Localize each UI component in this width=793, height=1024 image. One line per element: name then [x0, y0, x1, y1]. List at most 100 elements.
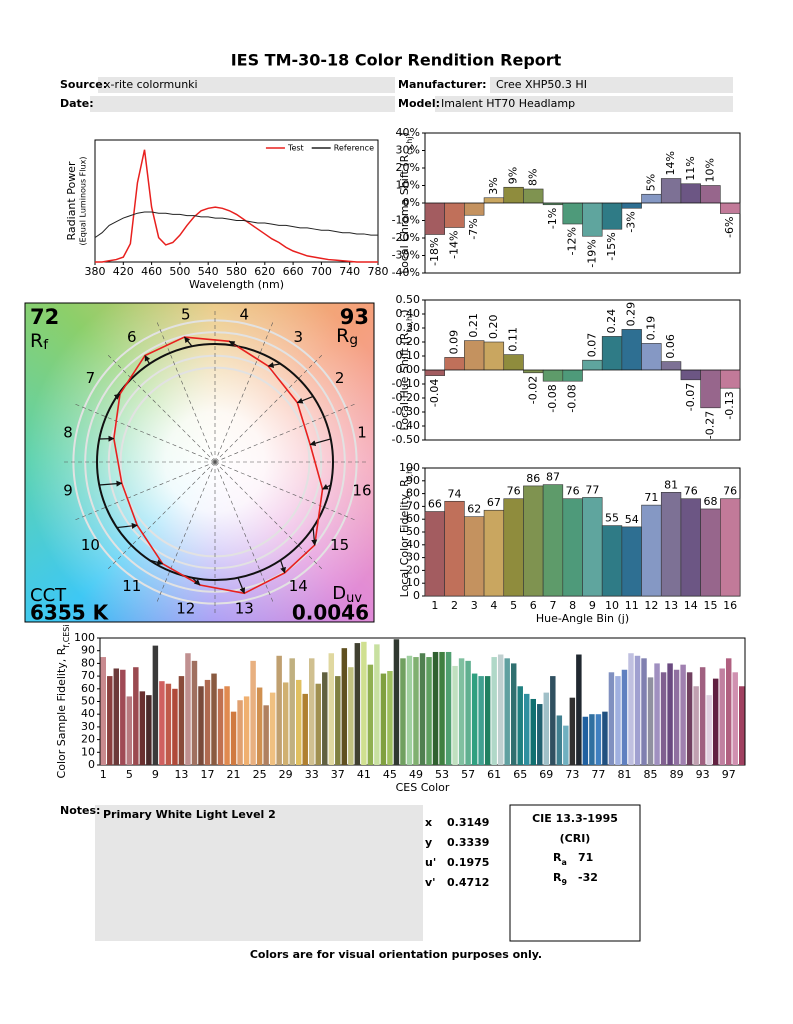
- bar: [322, 672, 328, 765]
- report-title: IES TM-30-18 Color Rendition Report: [231, 51, 562, 70]
- y-axis-label: Local Color Fidelity, Rf,hj: [398, 467, 414, 598]
- y-tick-label: 30%: [396, 144, 420, 157]
- bar: [464, 340, 485, 371]
- x-tick-label: 500: [169, 265, 190, 278]
- bar: [211, 673, 217, 765]
- cri-metric-label: Ra: [553, 851, 567, 867]
- y-tick-label: 0.50: [396, 293, 421, 306]
- bar: [139, 691, 146, 765]
- data-label: -14%: [448, 231, 461, 259]
- series-line: [94, 211, 378, 239]
- bar: [739, 686, 745, 765]
- data-label: 71: [644, 491, 658, 504]
- x-tick-label: 41: [357, 768, 371, 781]
- y-tick-label: 0%: [403, 196, 420, 209]
- bar: [582, 202, 603, 237]
- shift-arrow: [144, 354, 151, 365]
- data-label: -0.27: [703, 411, 716, 439]
- bar: [309, 658, 315, 765]
- x-tick-label: 4: [490, 599, 497, 612]
- y-axis-label-part: ): [398, 309, 411, 313]
- data-label: 76: [684, 485, 698, 498]
- rf-label: Rf: [30, 330, 49, 354]
- bar: [483, 341, 505, 371]
- chromaticity-label: y: [425, 836, 432, 849]
- bar: [680, 183, 701, 204]
- shift-arrow: [113, 393, 121, 400]
- x-tick-label: 540: [198, 265, 219, 278]
- cri-metric-label-part: a: [561, 858, 566, 867]
- x-tick-label: 16: [723, 599, 737, 612]
- bin-divider: [106, 353, 216, 463]
- y-tick-label: 90: [81, 644, 95, 657]
- bar: [562, 369, 583, 382]
- bar: [478, 676, 484, 765]
- bin-label: 16: [352, 482, 371, 500]
- bar: [700, 185, 721, 204]
- bar: [217, 688, 224, 765]
- data-label: -12%: [566, 227, 579, 255]
- cct-label: CCT: [30, 585, 67, 606]
- x-tick-label: 7: [549, 599, 556, 612]
- x-tick-label: 380: [85, 265, 106, 278]
- data-label: 68: [703, 495, 717, 508]
- chromaticity-label: u': [425, 856, 436, 869]
- y-tick-label: 0.30: [396, 321, 421, 334]
- bar: [582, 716, 589, 765]
- y-tick-label: 30: [406, 551, 420, 564]
- rf-label-part: R: [30, 330, 43, 352]
- data-label: -0.07: [684, 383, 697, 411]
- bar: [524, 693, 530, 765]
- y-tick-label: 80: [406, 487, 420, 500]
- y-tick-label: 20: [81, 733, 95, 746]
- bar: [621, 669, 628, 765]
- x-tick-label: 740: [339, 265, 360, 278]
- bin-label: 3: [293, 328, 303, 346]
- x-tick-label: 93: [696, 768, 710, 781]
- bin-divider: [73, 461, 216, 521]
- field-box: [490, 77, 733, 93]
- legend-label: Reference: [334, 144, 374, 153]
- bar: [491, 657, 497, 765]
- x-tick-label: 6: [530, 599, 537, 612]
- bar: [424, 202, 445, 235]
- duv-label-part: D: [332, 583, 346, 604]
- bar: [464, 202, 485, 216]
- data-label: 3%: [487, 177, 500, 194]
- data-label: 14%: [664, 151, 677, 175]
- bar: [146, 695, 152, 765]
- bar: [250, 660, 256, 765]
- shift-arrow: [309, 438, 331, 447]
- bin-divider: [214, 320, 274, 463]
- y-tick-label: 60: [81, 682, 95, 695]
- bar: [562, 202, 583, 225]
- x-tick-label: 81: [617, 768, 631, 781]
- notes-box: [95, 805, 423, 941]
- bar: [315, 683, 321, 765]
- field-label: Model:: [398, 97, 440, 110]
- shift-arrow: [99, 480, 123, 487]
- bar: [647, 677, 654, 765]
- bar: [444, 500, 465, 597]
- bar: [295, 679, 302, 765]
- bar: [432, 651, 439, 765]
- bar: [178, 676, 185, 765]
- bin-divider: [156, 320, 216, 463]
- data-label: 0.09: [448, 330, 461, 355]
- bar: [720, 498, 741, 597]
- bar: [354, 643, 361, 765]
- bar: [634, 655, 641, 765]
- data-label: 87: [546, 471, 560, 484]
- bar: [582, 497, 603, 597]
- x-tick-label: 53: [435, 768, 449, 781]
- y-tick-label: 20: [406, 563, 420, 576]
- x-tick-label: 15: [703, 599, 717, 612]
- bar: [237, 700, 243, 765]
- bin-label: 4: [239, 306, 249, 324]
- bar: [601, 202, 623, 230]
- bar: [133, 667, 139, 765]
- bar: [374, 644, 380, 765]
- bar: [120, 669, 126, 765]
- bin-label: 11: [122, 577, 141, 595]
- field-box: [90, 96, 395, 112]
